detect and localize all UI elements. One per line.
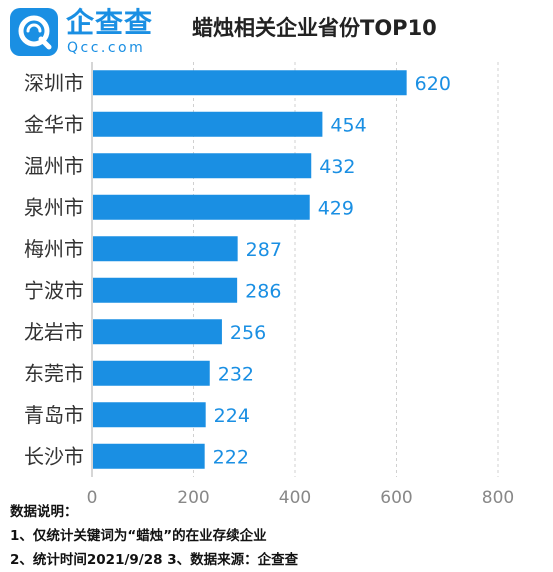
- data-label-5: 286: [245, 280, 281, 302]
- data-label-4: 287: [246, 239, 282, 261]
- logo-domain: Qcc.com: [67, 40, 146, 56]
- bar-3: [93, 194, 310, 220]
- chart-title: 蜡烛相关企业省份TOP10: [192, 16, 437, 40]
- category-label-3: 泉州市: [24, 195, 84, 219]
- x-tick-label-0: 0: [87, 488, 98, 505]
- brand-logo: 企查查 Qcc.com: [10, 6, 180, 58]
- x-tick-label-2: 400: [279, 488, 311, 505]
- data-label-7: 232: [218, 363, 254, 385]
- bar-9: [93, 443, 205, 469]
- data-label-8: 224: [214, 405, 250, 427]
- data-label-2: 432: [319, 156, 355, 178]
- bar-0: [93, 70, 407, 96]
- data-label-0: 620: [415, 73, 451, 95]
- data-label-6: 256: [230, 322, 266, 344]
- data-label-3: 429: [318, 197, 354, 219]
- bar-8: [93, 402, 206, 428]
- bar-6: [93, 319, 222, 345]
- bar-4: [93, 236, 238, 262]
- bar-5: [93, 277, 238, 303]
- notes-heading: 数据说明：: [10, 504, 78, 520]
- x-tick-label-4: 800: [482, 488, 514, 505]
- notes-line-1: 1、仅统计关键词为“蜡烛”的在业存续企业: [10, 528, 267, 544]
- category-label-2: 温州市: [24, 154, 84, 178]
- category-label-7: 东莞市: [24, 361, 84, 385]
- qcc-logo-icon: [10, 8, 58, 56]
- category-label-8: 青岛市: [24, 403, 84, 427]
- notes-line-2: 2、统计时间2021/9/28 3、数据来源：企查查: [10, 552, 299, 568]
- category-label-0: 深圳市: [24, 71, 84, 95]
- bar-1: [93, 111, 323, 137]
- bar-7: [93, 360, 210, 386]
- bar-2: [93, 153, 312, 179]
- bar-chart: 深圳市 620 金华市 454 温州市 432 泉州市 429 梅州市 287 宁波市 286 龙岩市 2…: [24, 62, 514, 505]
- data-notes: 数据说明： 1、仅统计关键词为“蜡烛”的在业存续企业 2、统计时间2021/9/…: [10, 500, 540, 572]
- data-label-1: 454: [330, 114, 366, 136]
- category-label-9: 长沙市: [24, 444, 84, 468]
- x-tick-label-3: 600: [380, 488, 412, 505]
- category-label-6: 龙岩市: [24, 320, 84, 344]
- x-tick-label-1: 200: [177, 488, 209, 505]
- category-label-4: 梅州市: [24, 237, 84, 261]
- category-label-1: 金华市: [24, 112, 84, 136]
- data-label-9: 222: [213, 446, 249, 468]
- logo-name: 企查查: [66, 6, 154, 39]
- category-label-5: 宁波市: [24, 278, 84, 302]
